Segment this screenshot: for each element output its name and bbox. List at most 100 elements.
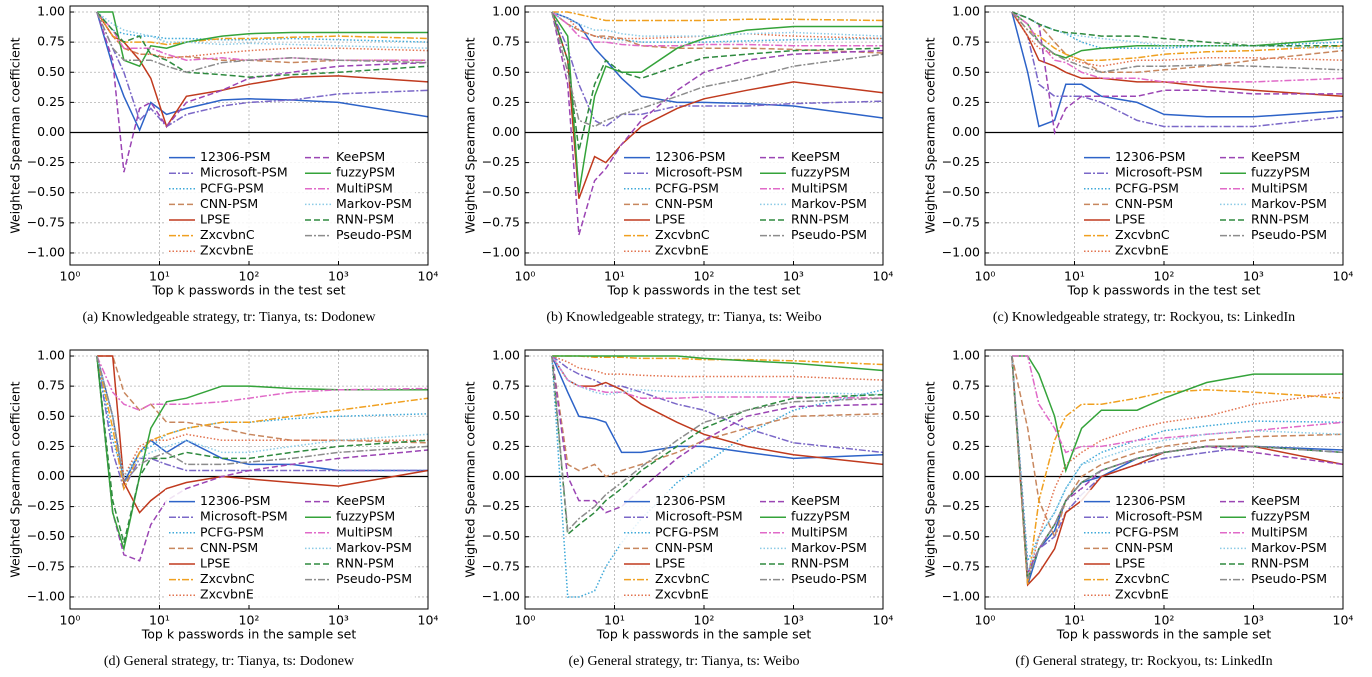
legend-label: Pseudo-PSM [791, 571, 867, 586]
legend-label: RNN-PSM [336, 556, 394, 571]
x-tick-label: 10³ [328, 269, 349, 284]
series-line [551, 11, 883, 37]
y-tick-label: −0.50 [27, 184, 65, 199]
series-line [551, 355, 883, 366]
caption: (c) Knowledgeable strategy, tr: Rockyou,… [993, 310, 1295, 325]
series-line [96, 11, 428, 173]
x-tick-label: 10⁴ [873, 269, 894, 284]
series-line [1011, 11, 1343, 98]
legend: 12306-PSMMicrosoft-PSMPCFG-PSMCNN-PSMLPS… [165, 489, 415, 605]
series-line [96, 355, 428, 514]
legend: 12306-PSMMicrosoft-PSMPCFG-PSMCNN-PSMLPS… [620, 145, 870, 261]
x-axis-label: Top k passwords in the test set [606, 283, 800, 298]
legend-label: MultiPSM [791, 524, 848, 539]
legend-label: KeePSM [1251, 493, 1300, 508]
x-tick-label: 10⁰ [60, 613, 81, 628]
legend-label: MultiPSM [1251, 524, 1308, 539]
series-line [1011, 11, 1343, 128]
x-tick-label: 10⁴ [873, 613, 894, 628]
series-line [1011, 355, 1343, 539]
y-tick-label: −0.75 [27, 214, 65, 229]
y-tick-label: 0.25 [952, 438, 980, 453]
legend: 12306-PSMMicrosoft-PSMPCFG-PSMCNN-PSMLPS… [1080, 489, 1330, 605]
legend: 12306-PSMMicrosoft-PSMPCFG-PSMCNN-PSMLPS… [165, 145, 415, 261]
y-tick-label: 0.75 [492, 378, 520, 393]
series-line [96, 355, 428, 562]
y-tick-label: 0.00 [952, 468, 980, 483]
legend-label: RNN-PSM [791, 556, 849, 571]
y-tick-label: −0.25 [482, 498, 520, 513]
caption: (e) General strategy, tr: Tianya, ts: We… [569, 654, 800, 669]
legend-label: 12306-PSM [200, 493, 271, 508]
panel: 1.00 0.75 0.50 0.25 0.00 −0.25 −0.50 −0.75 −1.00… [8, 348, 439, 670]
series-line [96, 355, 428, 479]
series-line [551, 11, 883, 128]
y-tick-label: 0.25 [37, 438, 65, 453]
y-tick-label: 0.75 [37, 34, 65, 49]
panel: 1.00 0.75 0.50 0.25 0.00 −0.25 −0.50 −0.75 −1.00… [923, 348, 1354, 670]
series-line [96, 11, 428, 78]
series-line [1011, 11, 1343, 61]
y-tick-label: 1.00 [37, 348, 65, 363]
x-tick-label: 10³ [783, 269, 804, 284]
legend-label: 12306-PSM [1115, 493, 1186, 508]
legend-label: LPSE [655, 212, 685, 227]
y-tick-label: 0.50 [952, 408, 980, 423]
legend-label: MultiPSM [336, 524, 393, 539]
series-line [1011, 355, 1343, 454]
y-tick-label: −0.75 [27, 558, 65, 573]
legend: 12306-PSMMicrosoft-PSMPCFG-PSMCNN-PSMLPS… [620, 489, 870, 605]
legend-label: Pseudo-PSM [1251, 227, 1327, 242]
legend-label: Markov-PSM [791, 540, 867, 555]
legend-label: KeePSM [791, 493, 840, 508]
y-axis-label: Weighted Spearman coefficient [8, 381, 23, 577]
y-tick-label: 0.00 [492, 468, 520, 483]
series-line [551, 355, 883, 396]
x-tick-label: 10³ [1243, 613, 1264, 628]
axes-frame [524, 5, 884, 266]
legend-label: RNN-PSM [1251, 556, 1309, 571]
series-line [1011, 11, 1343, 74]
legend-label: PCFG-PSM [655, 524, 719, 539]
legend-label: CNN-PSM [200, 196, 258, 211]
legend-label: KeePSM [791, 149, 840, 164]
series-line [96, 11, 428, 68]
series-line [96, 355, 428, 491]
legend-label: Pseudo-PSM [1251, 571, 1327, 586]
legend-label: KeePSM [336, 493, 385, 508]
legend-label: 12306-PSM [1115, 149, 1186, 164]
x-tick-label: 10⁴ [418, 269, 439, 284]
x-tick-label: 10² [239, 269, 260, 284]
legend-label: RNN-PSM [791, 212, 849, 227]
y-tick-label: 1.00 [492, 348, 520, 363]
series-line [551, 11, 883, 151]
y-tick-label: −0.75 [942, 558, 980, 573]
y-tick-label: 0.00 [492, 124, 520, 139]
series-line [551, 11, 883, 54]
series-line [96, 11, 428, 43]
legend-label: Markov-PSM [336, 196, 412, 211]
y-tick-label: 0.00 [952, 124, 980, 139]
x-axis-label: Top k passwords in the sample set [141, 627, 357, 642]
y-tick-label: 0.25 [492, 438, 520, 453]
x-tick-label: 10³ [328, 613, 349, 628]
y-tick-label: 1.00 [952, 348, 980, 363]
legend-label: ZxcvbnE [200, 587, 254, 602]
series-line [551, 355, 883, 372]
y-axis-label: Weighted Spearman coefficient [8, 37, 23, 233]
series-line [1011, 11, 1343, 49]
legend-label: ZxcvbnE [1115, 587, 1169, 602]
y-tick-label: 0.25 [37, 94, 65, 109]
legend-label: fuzzyPSM [1251, 509, 1310, 524]
legend: 12306-PSMMicrosoft-PSMPCFG-PSMCNN-PSMLPS… [1080, 145, 1330, 261]
x-tick-label: 10⁰ [515, 269, 536, 284]
legend-label: LPSE [1115, 212, 1145, 227]
legend-label: RNN-PSM [336, 212, 394, 227]
axes-frame [69, 5, 429, 266]
axes-frame [984, 5, 1344, 266]
series-line [551, 355, 883, 533]
legend-label: ZxcvbnE [200, 243, 254, 258]
series-line [551, 355, 883, 478]
x-tick-label: 10² [239, 613, 260, 628]
panel: 1.00 0.75 0.50 0.25 0.00 −0.25 −0.50 −0.75 −1.00… [923, 4, 1354, 326]
